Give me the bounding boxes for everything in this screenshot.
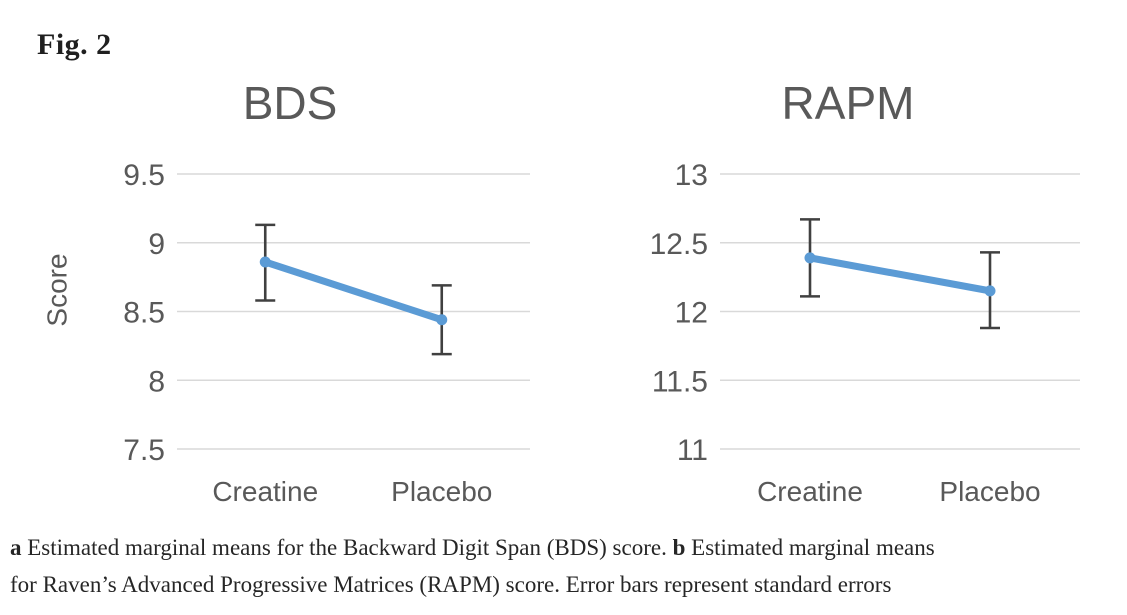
figure-caption: a Estimated marginal means for the Backw… [10, 529, 1122, 603]
chart-title: RAPM [782, 77, 915, 129]
y-tick-label: 9.5 [123, 159, 165, 192]
bds-chart: BDS Score 9.5 9 8.5 8 7.5 Creatine Placebo [42, 77, 530, 507]
y-tick-label: 11.5 [652, 365, 708, 398]
category-label: Placebo [391, 476, 492, 507]
y-tick-label: 13 [675, 159, 708, 192]
data-line [261, 258, 446, 324]
caption-text: Estimated marginal means [685, 535, 935, 560]
caption-panel-marker: a [10, 535, 22, 560]
y-tick-label: 8 [148, 365, 165, 398]
figure-number-label: Fig. 2 [37, 28, 112, 61]
category-label: Creatine [757, 476, 863, 507]
y-tick-label: 8.5 [123, 297, 165, 330]
caption-line: for Raven’s Advanced Progressive Matrice… [10, 566, 1122, 603]
data-point-marker [436, 314, 448, 326]
y-tick-label: 7.5 [123, 434, 165, 467]
caption-text: for Raven’s Advanced Progressive Matrice… [10, 572, 892, 597]
category-label: Creatine [212, 476, 318, 507]
y-tick-label: 12 [675, 297, 708, 330]
caption-text: Estimated marginal means for the Backwar… [21, 535, 673, 560]
chart-title: BDS [243, 77, 338, 129]
y-tick-label: 12.5 [650, 228, 708, 261]
y-tick-label: 9 [148, 228, 165, 261]
rapm-chart: RAPM 13 12.5 12 11.5 11 Creatine Placebo [650, 77, 1080, 507]
y-axis-title: Score [42, 253, 73, 326]
data-line [806, 254, 994, 295]
caption-line: a Estimated marginal means for the Backw… [10, 529, 1122, 566]
data-point-marker [804, 252, 816, 264]
data-point-marker [259, 256, 271, 268]
y-tick-label: 11 [677, 434, 708, 467]
data-point-marker [984, 285, 996, 297]
caption-panel-marker: b [672, 535, 686, 560]
category-label: Placebo [939, 476, 1040, 507]
